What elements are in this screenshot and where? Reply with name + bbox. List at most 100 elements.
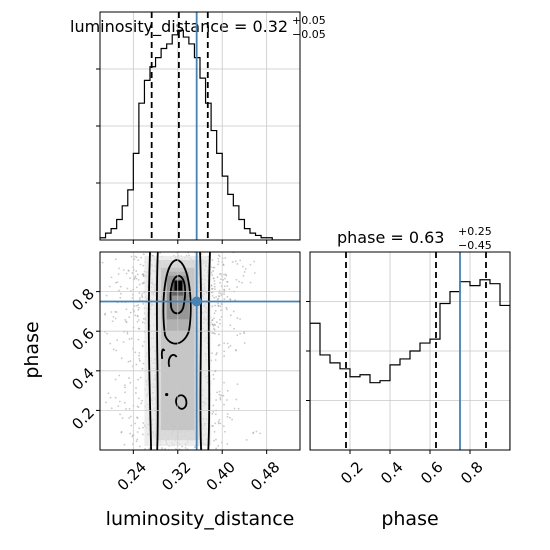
scatter-point [231,261,234,263]
scatter-point [124,319,127,321]
y-tick-label: 0.6 [68,324,98,354]
scatter-point [219,278,222,281]
scatter-point [138,351,141,354]
scatter-point [243,271,246,273]
scatter-point [244,268,247,270]
scatter-point [114,378,117,381]
scatter-point [211,332,214,334]
scatter-point [211,319,214,321]
scatter-point [215,296,218,298]
scatter-point [214,332,216,335]
scatter-point [125,272,128,275]
scatter-point [138,359,141,362]
scatter-point [95,346,97,348]
scatter-point [217,295,220,297]
scatter-point [142,422,145,424]
scatter-point [110,407,113,410]
scatter-point [142,426,144,429]
phase-histogram-panel: 0.2 0.4 0.6 0.8 [306,251,511,488]
scatter-point [110,311,113,313]
scatter-point [137,304,140,306]
scatter-point [107,392,110,395]
scatter-point [123,401,126,404]
scatter-point [141,367,144,370]
scatter-point [130,255,133,258]
scatter-point [134,276,136,279]
scatter-point [226,308,228,311]
scatter-point [138,306,140,309]
scatter-point [211,294,214,297]
scatter-point [122,269,125,271]
scatter-point [136,320,139,323]
scatter-point [159,252,161,254]
scatter-point [104,312,107,315]
scatter-point [126,287,129,290]
scatter-point [139,376,142,379]
scatter-point [109,396,112,399]
scatter-point [115,349,118,352]
scatter-point [217,326,220,328]
scatter-point [133,305,136,307]
scatter-point [226,295,229,298]
scatter-point [211,291,214,294]
scatter-point [225,306,228,309]
scatter-point [134,255,136,258]
scatter-point [135,270,138,273]
scatter-point [220,309,222,312]
ld-hist-title-lower: −0.05 [292,28,326,41]
x-tick-label: 0.2 [337,458,367,488]
scatter-point [134,392,137,394]
scatter-point [127,269,130,272]
scatter-point [215,438,217,441]
scatter-point [222,394,225,397]
scatter-point [212,404,215,407]
scatter-point [223,285,226,288]
scatter-point [215,447,218,450]
scatter-point [138,283,141,286]
panel-frame [99,251,301,451]
scatter-point [242,275,245,277]
contour-line [175,394,188,410]
scatter-point [106,332,109,335]
scatter-point [114,317,117,320]
scatter-point [226,389,229,392]
scatter-point [118,374,121,377]
scatter-point [123,384,126,387]
scatter-point [249,263,252,266]
scatter-point [229,324,232,327]
scatter-point [220,394,223,397]
scatter-point [224,257,227,259]
scatter-point [233,327,236,330]
scatter-point [128,377,130,379]
scatter-point [253,272,256,274]
scatter-point [137,308,140,311]
scatter-point [110,276,113,279]
scatter-point [135,304,138,307]
scatter-point [223,381,225,384]
scatter-point [216,391,218,394]
scatter-point [129,381,132,384]
scatter-point [217,257,220,260]
scatter-point [213,282,216,285]
phase-hist-title-lower: −0.45 [458,239,492,252]
scatter-point [241,281,243,284]
scatter-point [141,399,144,402]
ld-hist-title: luminosity_distance = 0.32 [70,17,288,37]
scatter-point [232,310,235,313]
scatter-point [212,277,215,280]
histogram-step-line [310,279,510,450]
scatter-point [211,274,214,276]
scatter-point [228,288,231,291]
scatter-point [213,378,215,380]
scatter-point [133,258,136,261]
scatter-point [245,439,248,441]
scatter-point [112,348,115,351]
scatter-point [226,415,229,418]
scatter-point [214,359,217,361]
scatter-point [124,386,126,389]
scatter-point [229,298,232,301]
scatter-point [143,275,145,278]
contour-line [160,348,166,360]
scatter-point [236,383,239,386]
x-tick-label: 0.4 [377,458,407,488]
